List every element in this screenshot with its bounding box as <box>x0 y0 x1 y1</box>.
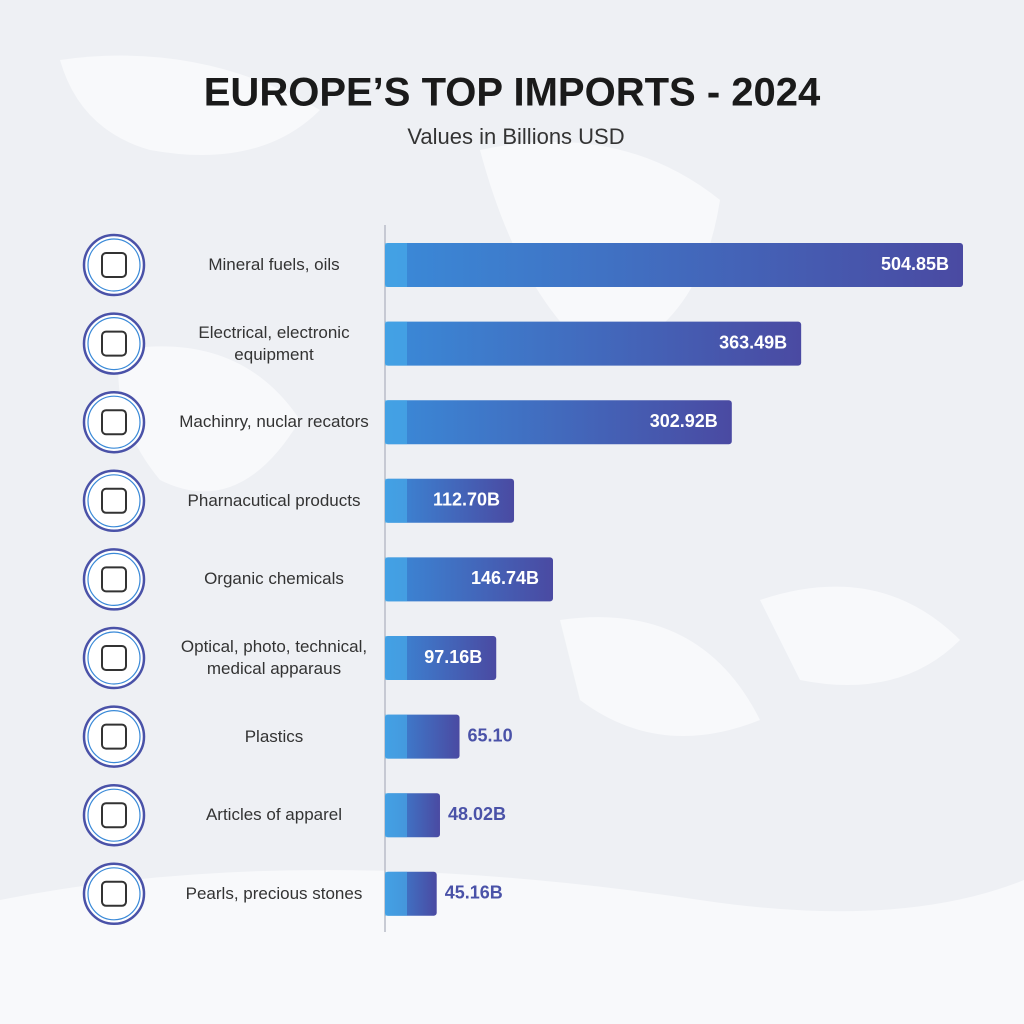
bar <box>385 478 515 523</box>
icon-ring-inner <box>87 238 141 292</box>
icon-ring <box>82 312 146 375</box>
value-label: 146.74B <box>471 568 539 588</box>
category-label: Organic chemicals <box>204 569 344 589</box>
icon-glyph <box>101 330 127 357</box>
icon-ring-inner <box>87 395 141 449</box>
value-label: 65.10 <box>468 725 513 745</box>
icon-glyph <box>101 802 127 829</box>
value-label: 48.02B <box>448 804 506 824</box>
category-label: Plastics <box>244 726 304 746</box>
icon-ring <box>82 469 146 533</box>
bar-highlight <box>385 478 407 523</box>
icon-glyph <box>101 487 127 514</box>
icon-ring-inner <box>87 317 141 371</box>
icon-ring <box>82 862 146 926</box>
category-label: Articles of apparel <box>205 805 343 825</box>
icon-ring-inner <box>87 867 141 921</box>
icon-ring-inner <box>87 552 141 607</box>
category-label: Pearls, precious stones <box>185 883 363 903</box>
bar-highlight <box>385 793 407 838</box>
icon-glyph <box>101 566 127 593</box>
chart-subtitle: Values in Billions USD <box>407 124 624 149</box>
chart-title: EUROPE’S TOP IMPORTS - 2024 <box>204 71 821 115</box>
icon-ring <box>82 705 146 768</box>
bar <box>385 243 963 287</box>
icon-ring <box>82 626 146 690</box>
icon-glyph <box>101 409 127 436</box>
icon-glyph <box>101 723 127 750</box>
icon-ring <box>82 548 146 611</box>
value-label: 363.49B <box>719 332 787 352</box>
bar-highlight <box>385 321 407 366</box>
bar <box>385 321 802 366</box>
category-label: Optical, photo, technical, medical appar… <box>180 637 368 678</box>
icon-glyph <box>101 880 127 907</box>
bar <box>385 636 497 680</box>
value-label: 302.92B <box>650 411 718 431</box>
icon-ring-inner <box>87 631 141 685</box>
icon-ring-inner <box>87 788 141 842</box>
category-label: Mineral fuels, oils <box>208 255 340 274</box>
icon-ring-inner <box>87 474 141 528</box>
map-background <box>0 55 1024 1024</box>
icon-ring <box>82 783 146 847</box>
value-label: 97.16B <box>424 647 482 667</box>
value-label: 45.16B <box>445 883 503 903</box>
bar <box>385 557 554 602</box>
value-label: 504.85B <box>881 254 949 274</box>
value-label: 112.70B <box>433 490 500 510</box>
bar-highlight <box>385 400 407 445</box>
bar <box>385 400 732 445</box>
icon-glyph <box>101 645 127 671</box>
category-label: Pharnacutical products <box>187 490 361 510</box>
bar-highlight <box>385 557 407 602</box>
bar-highlight <box>385 636 407 680</box>
category-label: Electrical, electronic equipment <box>198 322 350 364</box>
icon-ring <box>82 233 146 297</box>
icon-glyph <box>101 252 127 278</box>
icon-ring <box>82 390 146 454</box>
bar-highlight <box>385 871 407 916</box>
category-label: Machinry, nuclar recators <box>179 412 369 432</box>
bar-highlight <box>385 714 407 759</box>
bar-highlight <box>385 243 407 287</box>
icon-ring-inner <box>87 709 141 764</box>
